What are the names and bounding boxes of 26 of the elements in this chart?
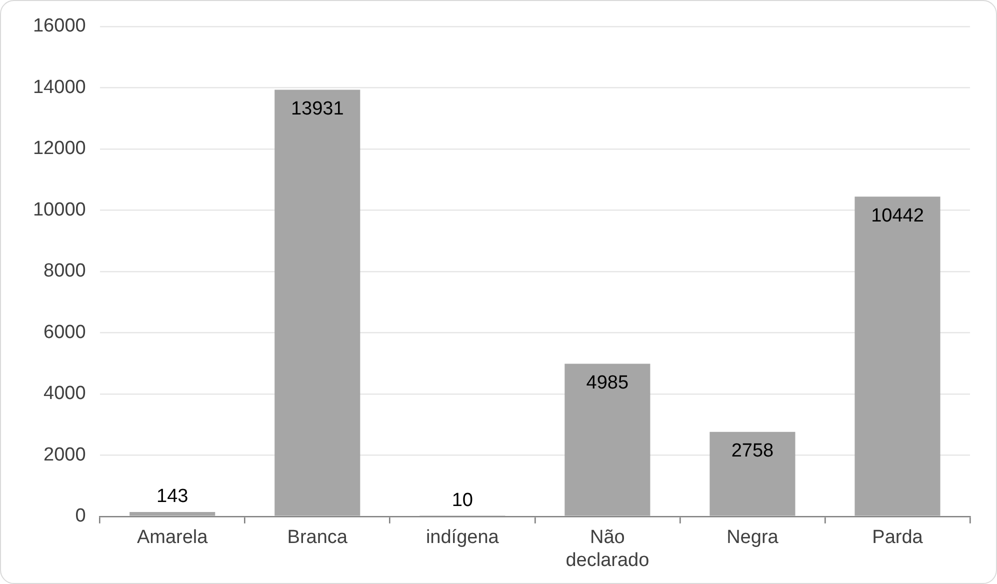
data-label: 10442 [871, 205, 924, 226]
y-tick-label: 14000 [32, 76, 86, 98]
bar [564, 364, 650, 516]
bar [130, 512, 216, 516]
y-tick-label: 8000 [44, 260, 86, 282]
x-tick-label: Parda [872, 527, 924, 548]
bar [854, 196, 940, 516]
y-tick-label: 6000 [44, 322, 86, 343]
data-label: 13931 [290, 98, 344, 120]
x-tick-label: indígena [426, 527, 500, 548]
x-tick-label: Negra [726, 527, 779, 548]
y-tick-label: 10000 [32, 199, 86, 220]
data-label: 143 [156, 486, 188, 507]
bar [274, 90, 360, 516]
y-tick-label: 0 [75, 506, 86, 527]
y-tick-label: 4000 [44, 383, 86, 404]
data-label: 10 [452, 490, 473, 511]
x-tick-label: Amarela [136, 527, 208, 548]
data-label: 4985 [586, 372, 629, 394]
bar [710, 432, 796, 516]
y-tick-label: 2000 [44, 444, 86, 466]
x-tick-label: Branca [287, 527, 348, 548]
data-label: 2758 [731, 440, 774, 462]
y-tick-label: 16000 [32, 16, 86, 37]
x-tick-label: Não declarado [566, 527, 650, 571]
y-tick-label: 12000 [32, 138, 86, 160]
